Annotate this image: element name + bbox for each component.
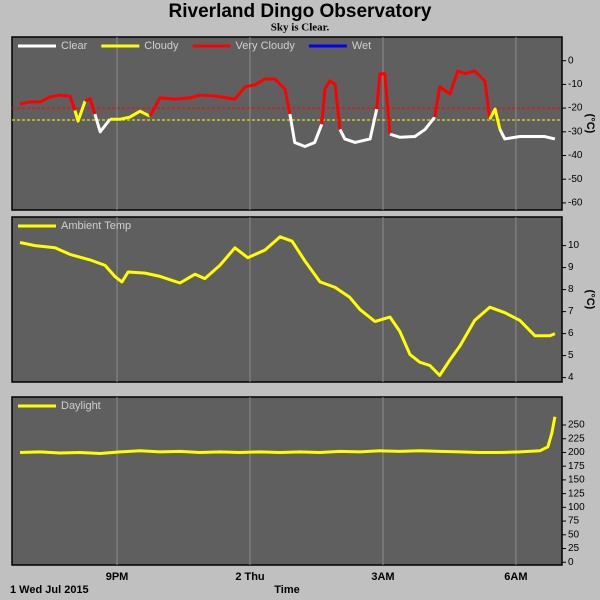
panel <box>11 36 563 211</box>
y-tick-label: 75 <box>568 516 580 527</box>
y-tick-label: -60 <box>568 198 583 209</box>
sky-line <box>320 79 342 130</box>
y-tick-label: 200 <box>568 447 585 458</box>
x-tick-label: 3AM <box>371 571 394 583</box>
y-tick-label: -30 <box>568 126 583 137</box>
x-start-label: 1 Wed Jul 2015 <box>10 584 89 596</box>
sky-line <box>73 100 87 123</box>
sky-line <box>19 93 77 111</box>
y-axis-label: (°C) <box>584 290 596 310</box>
y-tick-label: 250 <box>568 420 585 431</box>
y-tick-label: 10 <box>568 240 580 251</box>
y-tick-label: -40 <box>568 150 583 161</box>
series-line <box>19 235 556 377</box>
y-tick-label: 0 <box>568 55 574 66</box>
y-tick-label: 25 <box>568 543 580 554</box>
legend-label: Wet <box>352 40 371 52</box>
x-tick-label: 2 Thu <box>235 571 264 583</box>
y-tick-label: 225 <box>568 433 585 444</box>
y-tick-label: 0 <box>568 557 574 568</box>
sky-line <box>488 107 502 130</box>
y-tick-label: 50 <box>568 529 580 540</box>
y-tick-label: 6 <box>568 328 574 339</box>
series-line <box>19 416 557 456</box>
sky-line <box>148 77 292 117</box>
y-axis-label: (°C) <box>584 114 596 134</box>
y-tick-label: 5 <box>568 350 574 361</box>
chart-subtitle: Sky is Clear. <box>271 22 330 34</box>
y-tick-label: 175 <box>568 461 585 472</box>
panel <box>11 396 563 566</box>
y-tick-label: -10 <box>568 79 583 90</box>
y-tick-label: 125 <box>568 488 585 499</box>
legend-label: Daylight <box>61 400 101 412</box>
legend-label: Very Cloudy <box>236 40 296 52</box>
y-tick-label: 4 <box>568 372 574 383</box>
y-tick-label: -20 <box>568 103 583 114</box>
sky-line <box>389 116 436 139</box>
sky-line <box>498 128 556 141</box>
y-tick-label: 9 <box>568 262 574 273</box>
y-tick-label: 100 <box>568 502 585 513</box>
legend-label: Ambient Temp <box>61 220 131 232</box>
x-tick-label: 6AM <box>504 571 527 583</box>
sky-line <box>375 72 392 135</box>
sky-line <box>338 108 379 144</box>
chart-title: Riverland Dingo Observatory <box>169 1 432 22</box>
y-tick-label: -50 <box>568 174 583 185</box>
y-tick-label: 150 <box>568 475 585 486</box>
y-tick-label: 7 <box>568 306 574 317</box>
sky-line <box>93 113 112 134</box>
legend-label: Cloudy <box>144 40 179 52</box>
x-axis-label: Time <box>274 584 299 596</box>
sky-line <box>84 97 97 115</box>
sky-line <box>109 109 151 121</box>
panel <box>11 216 563 383</box>
sky-line <box>288 113 324 148</box>
y-tick-label: 8 <box>568 284 574 295</box>
sky-line <box>433 69 492 120</box>
x-tick-label: 9PM <box>106 571 129 583</box>
legend-label: Clear <box>61 40 88 52</box>
